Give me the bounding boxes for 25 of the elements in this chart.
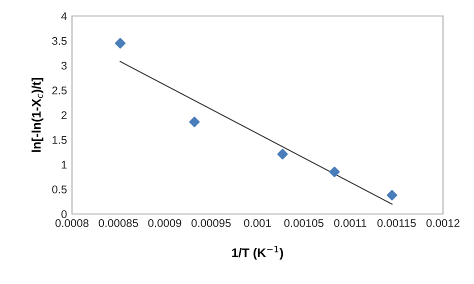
y-tick-label: 1.5	[52, 136, 67, 144]
x-tick-label: 0.0012	[426, 219, 460, 228]
y-tick-label: 1	[62, 160, 67, 169]
y-tick-label: 0	[61, 210, 67, 218]
y-tick-label: 3	[61, 62, 67, 70]
point	[114, 38, 126, 49]
point	[329, 166, 340, 178]
x-tick-label: 0.0008	[55, 219, 89, 228]
x-tick-label: 0.001	[244, 219, 271, 228]
y-tick-label: 3.5	[52, 37, 67, 45]
x-tick-label: 0.00105	[284, 219, 324, 228]
x-tick-label: 0.00085	[98, 219, 138, 228]
point	[386, 190, 398, 200]
x-axis-title: 1/T (K$^{−1}$)	[232, 246, 283, 260]
x-tick-label: 0.0011	[334, 219, 366, 228]
x-tick-label: 0.00115	[377, 219, 416, 228]
x-tick-label: 0.00095	[191, 219, 231, 228]
y-tick-label: 2	[62, 111, 67, 120]
point	[277, 148, 288, 160]
y-tick-label: 2.5	[52, 86, 67, 94]
y-tick-label: 0.5	[52, 186, 67, 194]
point	[189, 116, 200, 128]
y-axis-title: ln[-ln(1-X$_{c}$)/t]	[32, 78, 44, 152]
y-tick-label: 4	[61, 12, 67, 20]
x-tick-label: 0.0009	[148, 219, 182, 228]
